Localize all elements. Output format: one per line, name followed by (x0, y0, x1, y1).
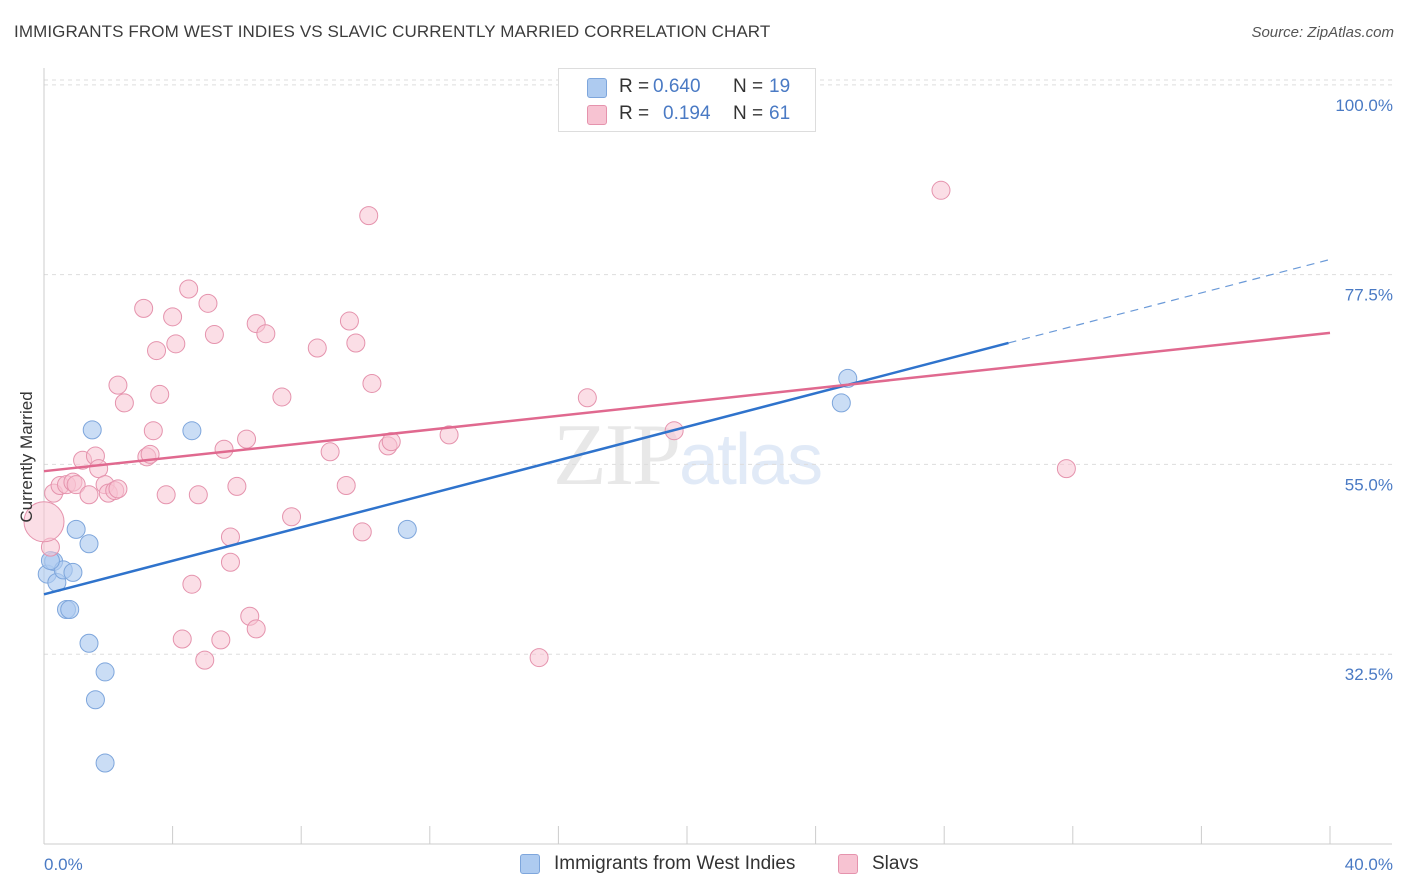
data-point-west-indies (79, 633, 99, 653)
data-point-slavs (89, 459, 109, 479)
data-point-slavs (282, 507, 302, 527)
data-point-slavs (198, 293, 218, 313)
data-point-slavs (220, 552, 240, 572)
legend-n-value: 19 (769, 76, 791, 97)
data-point-slavs (237, 429, 257, 449)
y-axis-label: Currently Married (17, 391, 36, 523)
data-point-slavs (256, 324, 276, 344)
data-point-slavs (179, 279, 199, 299)
data-point-west-indies (60, 600, 80, 620)
chart-source: Source: ZipAtlas.com (1251, 24, 1394, 41)
data-point-slavs (195, 650, 215, 670)
legend-swatch-slavs (587, 105, 607, 125)
data-point-slavs (79, 485, 99, 505)
data-point-slavs (359, 206, 379, 226)
legend: R = 0.640 N = 19 R = 0.194 N = 61 (558, 68, 816, 132)
legend-r-label: R = (619, 103, 650, 124)
data-point-slavs (204, 325, 224, 345)
legend-r-label: R = (619, 76, 650, 97)
data-point-west-indies (82, 420, 102, 440)
chart-title: IMMIGRANTS FROM WEST INDIES VS SLAVIC CU… (14, 22, 771, 41)
data-point-west-indies (85, 690, 105, 710)
data-point-slavs (188, 485, 208, 505)
data-point-slavs (108, 479, 128, 499)
data-point-slavs (114, 393, 134, 413)
data-point-slavs (23, 501, 65, 543)
legend-n-label: N = (733, 103, 764, 124)
y-tick-label: 32.5% (1345, 665, 1393, 684)
data-point-slavs (1056, 459, 1076, 479)
y-tick-label: 100.0% (1335, 96, 1393, 115)
data-point-west-indies (66, 519, 86, 539)
bottom-legend-label-west-indies: Immigrants from West Indies (554, 853, 796, 874)
data-point-slavs (163, 307, 183, 327)
y-tick-label: 55.0% (1345, 475, 1393, 494)
legend-n-value: 61 (769, 103, 791, 124)
data-point-slavs (134, 298, 154, 318)
bottom-legend-swatch-west-indies (520, 854, 540, 874)
x-tick-label: 0.0% (44, 855, 83, 874)
bottom-legend-west-indies: Immigrants from West Indies (520, 852, 795, 876)
data-point-slavs (214, 439, 234, 459)
data-point-slavs (529, 648, 549, 668)
data-point-slavs (346, 333, 366, 353)
data-point-west-indies (95, 753, 115, 773)
bottom-legend-label-slavs: Slavs (872, 853, 919, 874)
data-point-slavs (931, 180, 951, 200)
data-point-slavs (320, 442, 340, 462)
data-point-slavs (227, 476, 247, 496)
legend-r-value: 0.194 (663, 103, 711, 124)
y-tick-label: 77.5% (1345, 286, 1393, 305)
data-point-slavs (362, 373, 382, 393)
data-point-slavs (166, 334, 186, 354)
data-point-slavs (577, 388, 597, 408)
data-point-slavs (147, 341, 167, 361)
data-point-slavs (172, 629, 192, 649)
data-point-slavs (66, 475, 86, 495)
x-tick-label: 40.0% (1345, 855, 1393, 874)
trend-line-west-indies-extension (1008, 258, 1331, 344)
legend-n-label: N = (733, 76, 764, 97)
legend-swatch-west-indies (587, 78, 607, 98)
data-point-slavs (352, 522, 372, 542)
data-point-slavs (108, 375, 128, 395)
data-point-west-indies (831, 393, 851, 413)
data-point-slavs (143, 421, 163, 441)
data-point-west-indies (95, 662, 115, 682)
bottom-legend-slavs: Slavs (838, 852, 918, 876)
data-point-slavs (336, 476, 356, 496)
data-point-west-indies (79, 534, 99, 554)
data-point-slavs (339, 311, 359, 331)
data-point-slavs (182, 574, 202, 594)
legend-r-value: 0.640 (653, 76, 701, 97)
data-point-slavs (439, 425, 459, 445)
trend-line-slavs (43, 331, 1331, 473)
data-point-slavs (246, 619, 266, 639)
data-point-west-indies (182, 421, 202, 441)
data-point-slavs (211, 630, 231, 650)
bottom-legend-swatch-slavs (838, 854, 858, 874)
data-point-slavs (307, 338, 327, 358)
data-point-slavs (272, 387, 292, 407)
watermark-atlas: atlas (679, 420, 823, 500)
data-point-west-indies (63, 562, 83, 582)
data-point-slavs (156, 485, 176, 505)
trend-line-west-indies (43, 341, 1009, 596)
data-point-west-indies (397, 519, 417, 539)
data-point-slavs (150, 384, 170, 404)
